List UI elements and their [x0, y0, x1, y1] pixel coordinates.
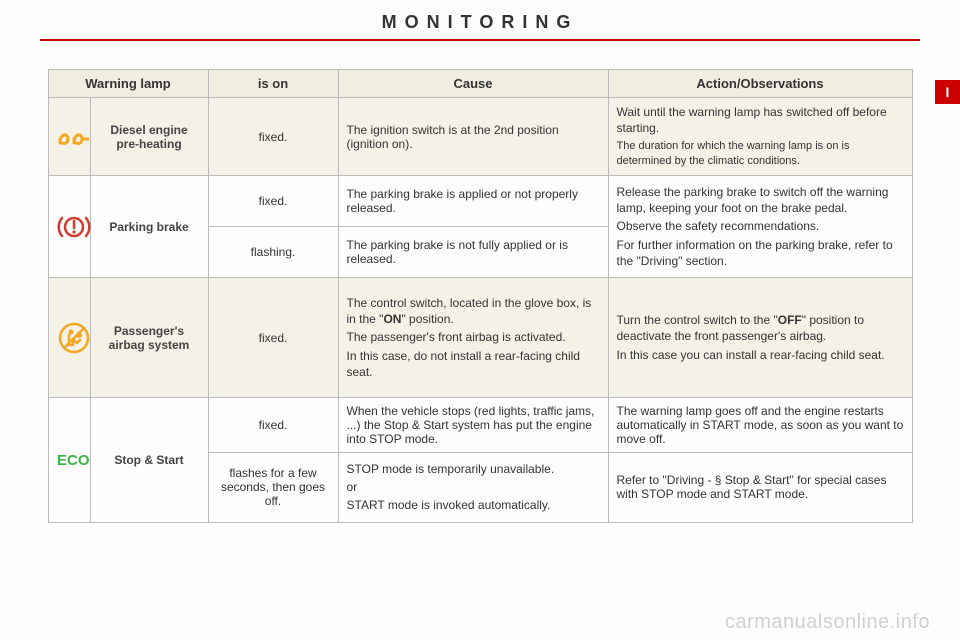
action-cell: Wait until the warning lamp has switched… — [608, 98, 912, 176]
cause-cell: The ignition switch is at the 2nd positi… — [338, 98, 608, 176]
action-cell: The warning lamp goes off and the engine… — [608, 398, 912, 453]
airbag-off-icon — [57, 321, 91, 355]
col-header-cause: Cause — [338, 70, 608, 98]
table-row: Diesel engine pre-heating fixed. The ign… — [48, 98, 912, 176]
brake-icon — [57, 212, 91, 242]
ison-cell: flashing. — [208, 227, 338, 278]
lamp-name: Parking brake — [90, 176, 208, 278]
side-tab: I — [935, 80, 960, 104]
on-bold: ON — [383, 312, 401, 326]
action-cell: Release the parking brake to switch off … — [608, 176, 912, 278]
table-header-row: Warning lamp is on Cause Action/Observat… — [48, 70, 912, 98]
cause-line: or — [347, 479, 600, 495]
cause-line: The control switch, located in the glove… — [347, 295, 600, 327]
action-line: Turn the control switch to the "OFF" pos… — [617, 312, 904, 344]
cause-cell: When the vehicle stops (red lights, traf… — [338, 398, 608, 453]
action-sub: The duration for which the warning lamp … — [617, 139, 904, 169]
action-line: Release the parking brake to switch off … — [617, 184, 904, 216]
cause-line: In this case, do not install a rear-faci… — [347, 348, 600, 380]
col-header-ison: is on — [208, 70, 338, 98]
action-line: Observe the safety recommendations. — [617, 218, 904, 234]
table-row: Parking brake fixed. The parking brake i… — [48, 176, 912, 227]
ison-cell: fixed. — [208, 98, 338, 176]
table-row: ECO Stop & Start fixed. When the vehicle… — [48, 398, 912, 453]
action-line: In this case you can install a rear-faci… — [617, 347, 904, 363]
preheat-icon — [57, 127, 91, 147]
ison-cell: fixed. — [208, 176, 338, 227]
icon-cell: ECO — [48, 398, 90, 523]
svg-text:ECO: ECO — [57, 452, 90, 469]
cause-cell: STOP mode is temporarily unavailable. or… — [338, 453, 608, 523]
ison-cell: flashes for a few seconds, then goes off… — [208, 453, 338, 523]
warning-lamp-table: Warning lamp is on Cause Action/Observat… — [48, 69, 913, 523]
text: " position. — [401, 312, 453, 326]
watermark: carmanualsonline.info — [725, 611, 930, 634]
off-bold: OFF — [778, 313, 802, 327]
cause-cell: The control switch, located in the glove… — [338, 278, 608, 398]
action-cell: Refer to "Driving - § Stop & Start" for … — [608, 453, 912, 523]
action-line: For further information on the parking b… — [617, 237, 904, 269]
lamp-name: Stop & Start — [90, 398, 208, 523]
accent-rule — [40, 39, 920, 41]
text: Turn the control switch to the " — [617, 313, 778, 327]
icon-cell — [48, 98, 90, 176]
col-header-lamp: Warning lamp — [48, 70, 208, 98]
action-main: Wait until the warning lamp has switched… — [617, 105, 887, 135]
lamp-name: Diesel engine pre-heating — [90, 98, 208, 176]
cause-line: STOP mode is temporarily unavailable. — [347, 461, 600, 477]
icon-cell — [48, 176, 90, 278]
cause-line: The passenger's front airbag is activate… — [347, 329, 600, 345]
page-title: MONITORING — [40, 12, 920, 33]
col-header-action: Action/Observations — [608, 70, 912, 98]
cause-cell: The parking brake is not fully applied o… — [338, 227, 608, 278]
lamp-name: Passenger's airbag system — [90, 278, 208, 398]
icon-cell — [48, 278, 90, 398]
cause-cell: The parking brake is applied or not prop… — [338, 176, 608, 227]
ison-cell: fixed. — [208, 278, 338, 398]
table-row: Passenger's airbag system fixed. The con… — [48, 278, 912, 398]
ison-cell: fixed. — [208, 398, 338, 453]
action-cell: Turn the control switch to the "OFF" pos… — [608, 278, 912, 398]
cause-line: START mode is invoked automatically. — [347, 497, 600, 513]
eco-icon: ECO — [57, 451, 95, 469]
